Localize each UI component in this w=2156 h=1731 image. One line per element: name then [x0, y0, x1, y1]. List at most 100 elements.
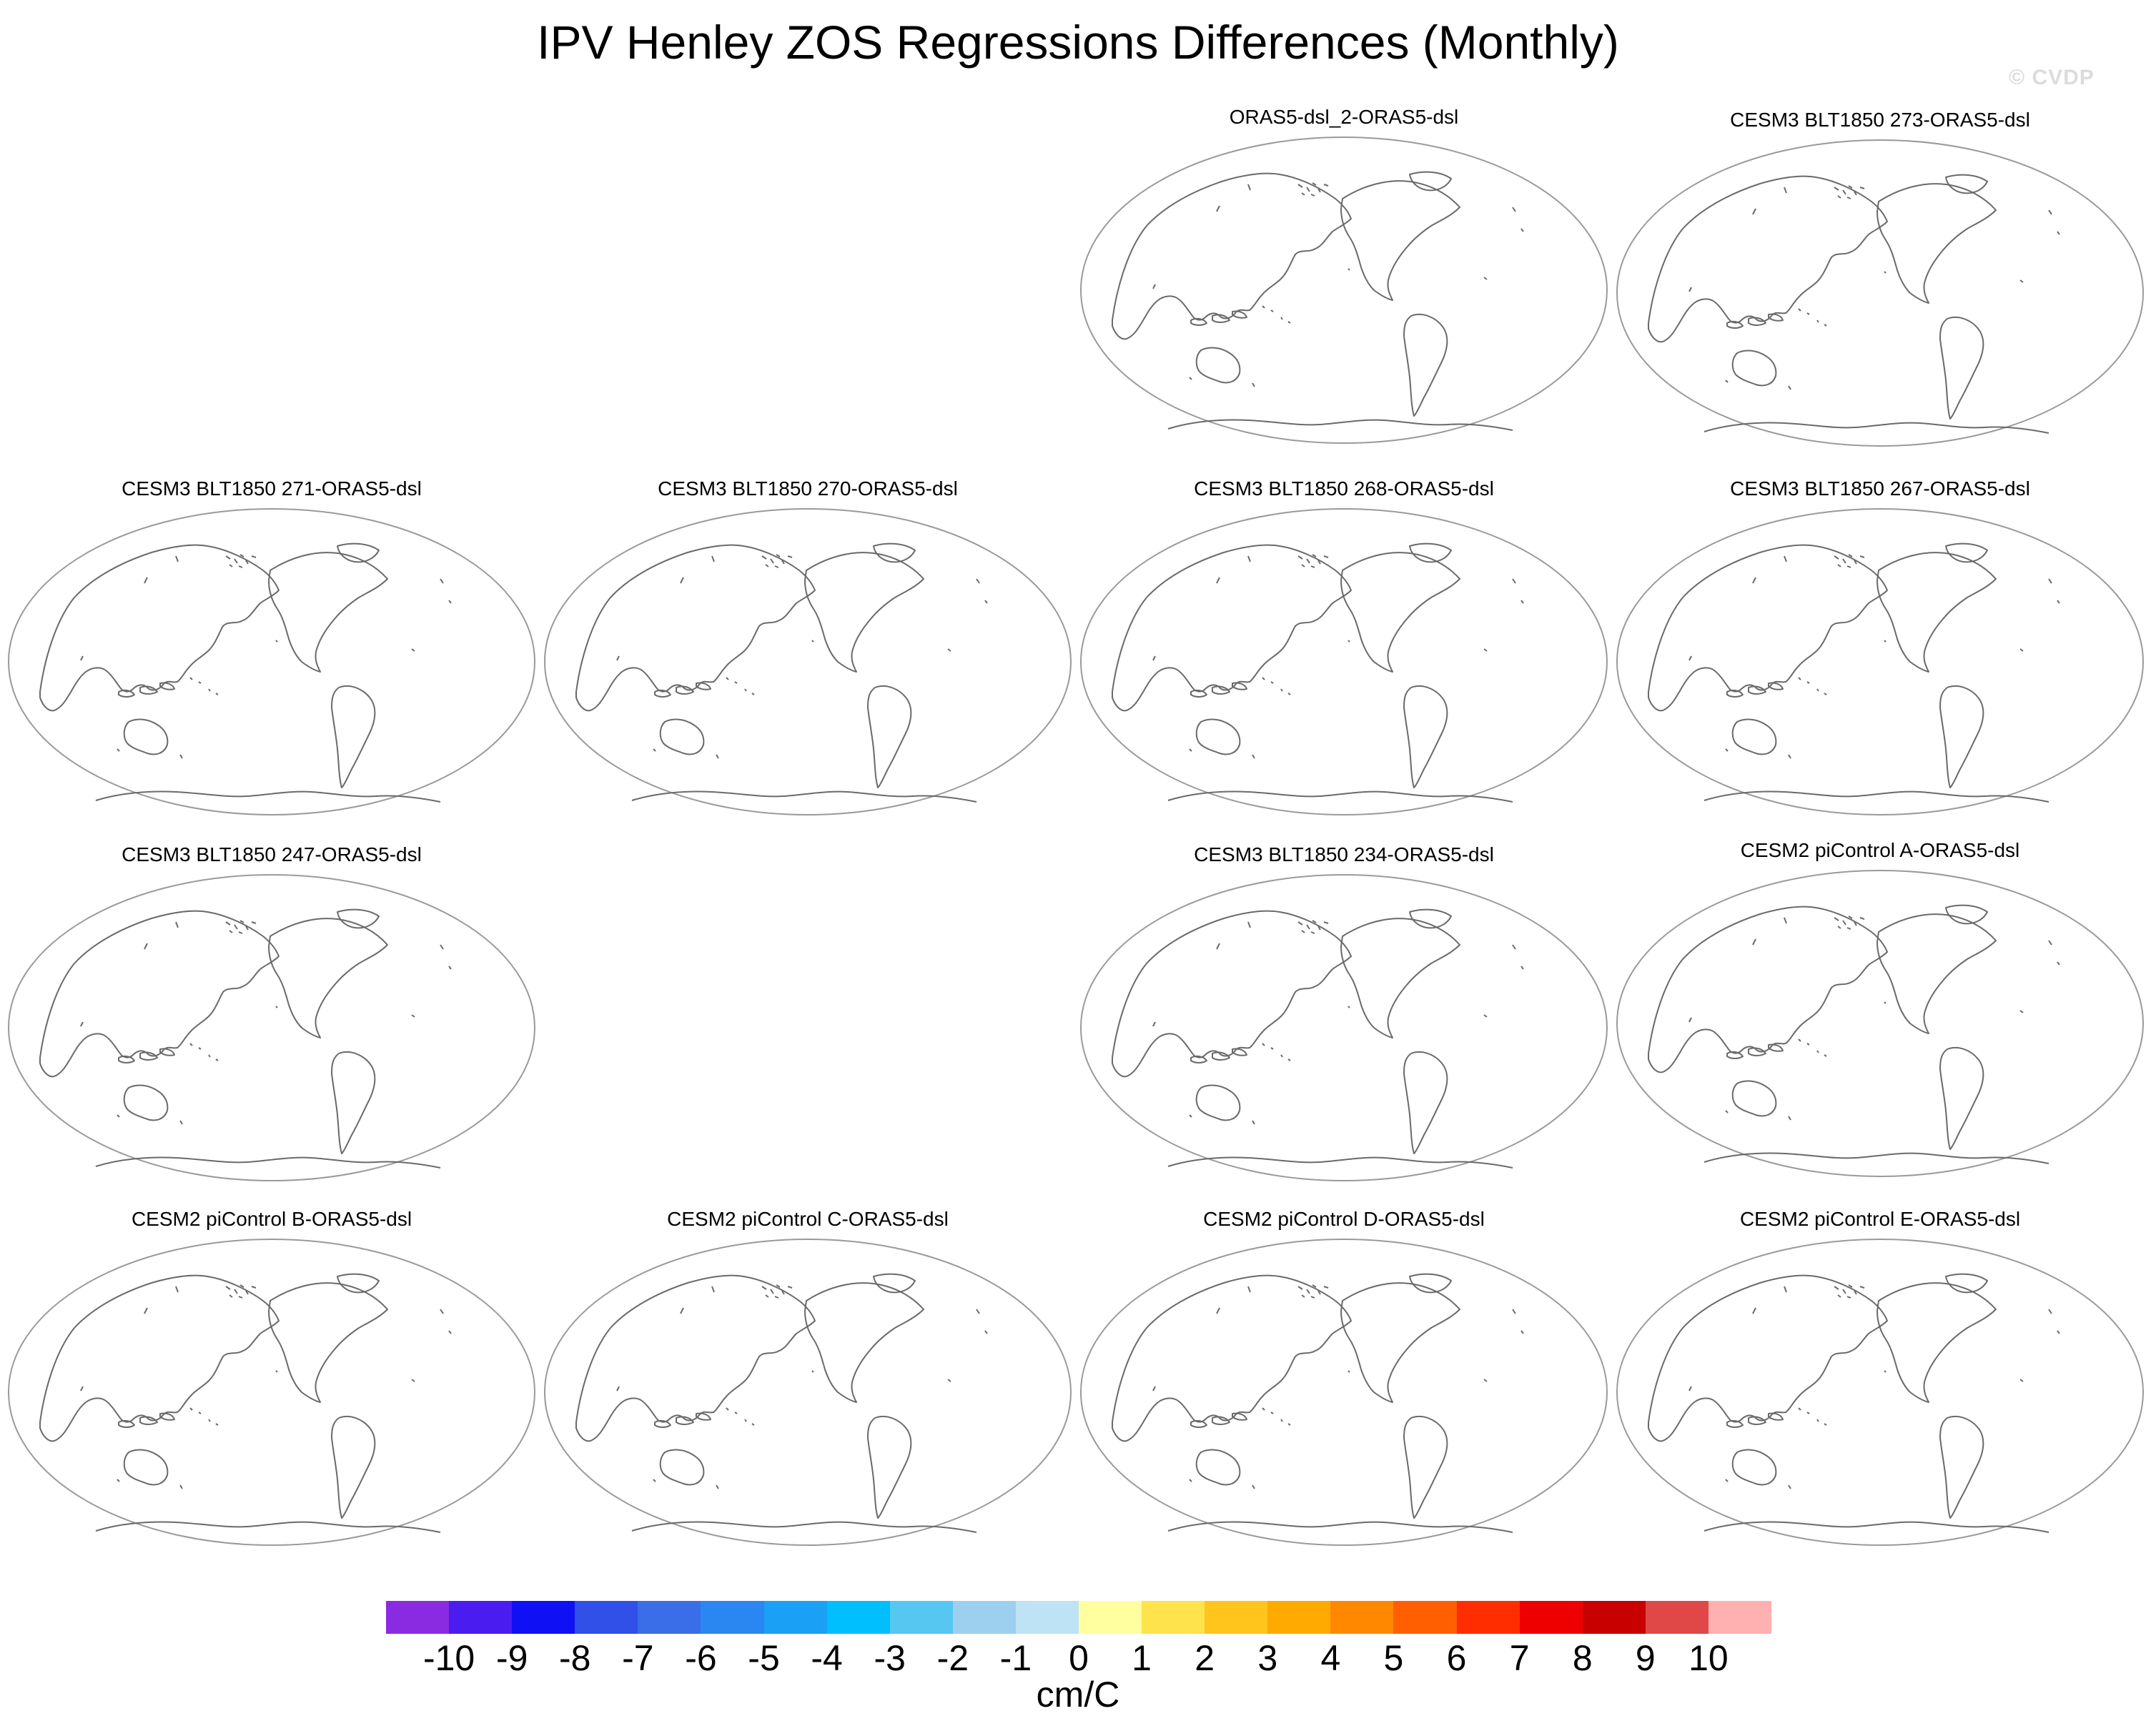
coastline	[654, 689, 671, 698]
colorbar	[386, 1601, 1772, 1634]
coastline	[1190, 689, 1207, 698]
globe-outline	[8, 508, 535, 815]
coastline	[95, 790, 441, 803]
colorbar-tick-label: 2	[1195, 1638, 1215, 1678]
island-coastline	[1483, 1379, 1488, 1382]
panel-title: CESM2 piControl D-ORAS5-dsl	[1203, 1208, 1485, 1230]
coastline	[1167, 1521, 1513, 1533]
coastline	[1340, 918, 1460, 1038]
island-coastline	[1262, 305, 1265, 309]
island-coastline	[1846, 927, 1851, 930]
colorbar-tick-label: -6	[685, 1638, 717, 1678]
island-coastline	[1725, 748, 1729, 752]
island-coastline	[761, 1286, 767, 1290]
colorbar-tick-label: 1	[1132, 1638, 1152, 1678]
colorbar-tick-label: -3	[874, 1638, 906, 1678]
map-panel: CESM3 BLT1850 271-ORAS5-dsl	[7, 476, 536, 819]
coastline	[631, 1521, 977, 1533]
world-map	[1080, 508, 1608, 815]
colorbar-swatch	[1015, 1601, 1079, 1634]
coastline	[1409, 171, 1452, 192]
island-coastline	[1287, 321, 1291, 324]
island-coastline	[765, 1294, 769, 1298]
coastline	[1648, 1274, 1888, 1442]
colorbar-tick-label: 0	[1069, 1638, 1089, 1678]
coastline	[1876, 183, 1997, 304]
island-coastline	[225, 1286, 231, 1290]
panel-title: CESM2 piControl E-ORAS5-dsl	[1739, 1208, 2021, 1230]
coastline	[1703, 790, 2049, 803]
island-coastline	[1270, 1412, 1274, 1414]
island-coastline	[179, 754, 183, 759]
coastline	[1726, 1419, 1744, 1428]
globe-outline	[8, 1239, 535, 1546]
island-coastline	[1348, 1370, 1350, 1373]
island-coastline	[117, 1114, 120, 1118]
island-coastline	[1306, 558, 1310, 564]
colorbar-swatch	[449, 1601, 513, 1634]
island-coastline	[1216, 1307, 1220, 1314]
cvdp-watermark: © CVDP	[2009, 66, 2095, 89]
island-coastline	[1846, 1296, 1851, 1299]
island-coastline	[984, 600, 988, 604]
island-coastline	[1834, 917, 1839, 921]
globe-outline	[544, 508, 1072, 815]
coastline	[39, 1274, 280, 1442]
coastline	[331, 685, 376, 788]
coastline	[1112, 1274, 1352, 1442]
colorbar-tick-label: -1	[999, 1638, 1032, 1678]
island-coastline	[976, 578, 980, 584]
globe-outline	[1080, 1239, 1608, 1546]
globe-outline	[1080, 508, 1608, 815]
island-coastline	[234, 558, 238, 564]
island-coastline	[1834, 187, 1839, 191]
coastline	[659, 1449, 705, 1486]
colorbar-swatch	[386, 1601, 450, 1634]
colorbar-swatch	[1142, 1601, 1205, 1634]
island-coastline	[234, 1289, 238, 1294]
island-coastline	[1824, 1423, 1827, 1426]
island-coastline	[680, 577, 684, 584]
world-map	[8, 508, 535, 815]
island-coastline	[616, 655, 620, 661]
coastline	[1190, 317, 1207, 326]
island-coastline	[1280, 317, 1283, 320]
island-coastline	[189, 1043, 193, 1046]
island-coastline	[1848, 1284, 1853, 1288]
island-coastline	[1784, 1286, 1787, 1293]
island-coastline	[947, 1379, 951, 1382]
island-coastline	[1846, 565, 1851, 568]
world-map	[544, 508, 1072, 815]
island-coastline	[1323, 184, 1329, 187]
island-coastline	[1752, 208, 1756, 215]
island-coastline	[734, 681, 738, 684]
island-coastline	[238, 1296, 243, 1299]
island-coastline	[1262, 1407, 1265, 1411]
colorbar-swatch	[1330, 1601, 1394, 1634]
island-coastline	[1312, 920, 1317, 923]
island-coastline	[1189, 377, 1192, 380]
island-coastline	[1512, 207, 1516, 212]
island-coastline	[1837, 195, 1841, 199]
colorbar-tick-label: -10	[422, 1638, 475, 1678]
colorbar-swatch	[1267, 1601, 1331, 1634]
island-coastline	[2057, 1330, 2060, 1334]
island-coastline	[275, 1006, 278, 1008]
colorbar-swatch	[1582, 1601, 1646, 1634]
island-coastline	[1859, 917, 1865, 920]
island-coastline	[1512, 944, 1516, 950]
coastline	[1167, 419, 1513, 431]
island-coastline	[1297, 1286, 1303, 1290]
island-coastline	[1287, 1058, 1291, 1061]
island-coastline	[1688, 1386, 1692, 1392]
island-coastline	[1854, 921, 1857, 926]
island-coastline	[275, 640, 278, 643]
island-coastline	[238, 931, 243, 934]
island-coastline	[765, 564, 769, 567]
island-coastline	[1317, 1290, 1321, 1295]
coastline	[331, 1416, 376, 1519]
coastline	[1403, 314, 1448, 417]
island-coastline	[1287, 693, 1291, 695]
map-panel: CESM2 piControl E-ORAS5-dsl	[1616, 1206, 2145, 1549]
island-coastline	[225, 921, 231, 926]
